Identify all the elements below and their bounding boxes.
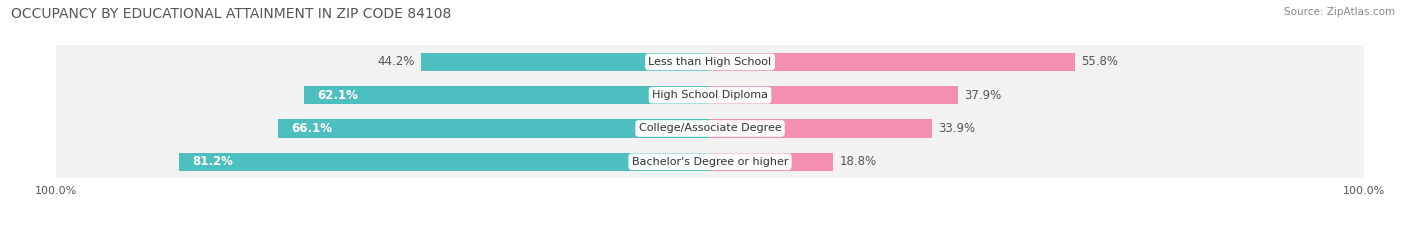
Text: 18.8%: 18.8% [839,155,876,168]
Text: College/Associate Degree: College/Associate Degree [638,123,782,134]
Bar [710,119,932,138]
Text: 33.9%: 33.9% [938,122,976,135]
Bar [710,153,832,171]
Text: 55.8%: 55.8% [1081,55,1118,69]
Text: 66.1%: 66.1% [291,122,332,135]
Text: High School Diploma: High School Diploma [652,90,768,100]
Text: Bachelor's Degree or higher: Bachelor's Degree or higher [631,157,789,167]
Bar [179,153,710,171]
Text: 37.9%: 37.9% [965,89,1001,102]
Text: 44.2%: 44.2% [377,55,415,69]
Bar [304,86,710,104]
Text: Less than High School: Less than High School [648,57,772,67]
Text: 62.1%: 62.1% [318,89,359,102]
Text: OCCUPANCY BY EDUCATIONAL ATTAINMENT IN ZIP CODE 84108: OCCUPANCY BY EDUCATIONAL ATTAINMENT IN Z… [11,7,451,21]
Bar [710,53,1074,71]
Bar [710,86,957,104]
Bar [420,53,710,71]
Bar [56,79,1364,112]
Bar [56,112,1364,145]
Bar [56,145,1364,178]
Text: Source: ZipAtlas.com: Source: ZipAtlas.com [1284,7,1395,17]
Bar [56,45,1364,79]
Text: 81.2%: 81.2% [193,155,233,168]
Bar [278,119,710,138]
